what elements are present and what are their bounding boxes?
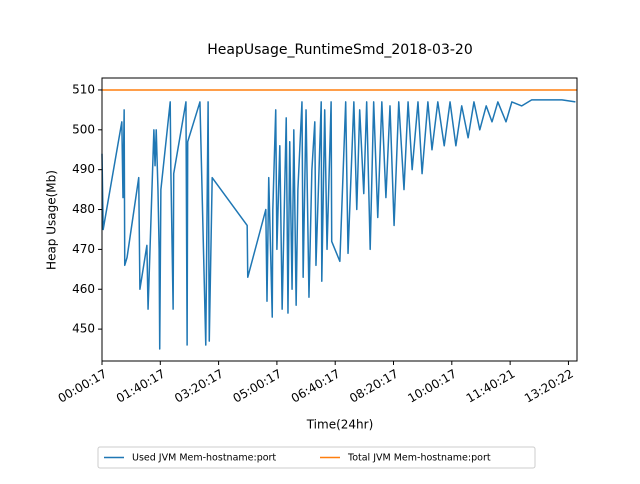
plot-frame: [101, 77, 578, 362]
legend-label: Used JVM Mem-hostname:port: [132, 453, 276, 464]
x-tick-label: 03:20:17: [172, 367, 226, 406]
x-tick-label: 05:00:17: [230, 367, 284, 406]
x-tick-label: 11:40:21: [464, 367, 518, 406]
legend-label: Total JVM Mem-hostname:port: [347, 453, 491, 464]
series-line: [101, 99, 576, 350]
y-tick-label: 500: [72, 122, 95, 136]
legend-box: [97, 446, 536, 469]
y-tick-label: 480: [72, 202, 95, 216]
y-axis-label: Heap Usage(Mb): [45, 170, 59, 270]
x-tick-label: 06:40:17: [289, 367, 343, 406]
chart-title: HeapUsage_RuntimeSmd_2018-03-20: [207, 42, 472, 58]
y-tick-label: 510: [72, 82, 95, 96]
y-tick-label: 450: [72, 322, 95, 336]
x-tick-label: 08:20:17: [347, 367, 401, 406]
x-tick-label: 13:20:22: [522, 367, 576, 406]
y-tick-label: 470: [72, 242, 95, 256]
x-tick-label: 01:40:17: [114, 367, 168, 406]
x-tick-label: 00:00:17: [56, 367, 110, 406]
x-tick-label: 10:00:17: [405, 367, 459, 406]
x-axis-label: Time(24hr): [306, 418, 374, 432]
y-tick-label: 460: [72, 282, 95, 296]
y-tick-label: 490: [72, 162, 95, 176]
